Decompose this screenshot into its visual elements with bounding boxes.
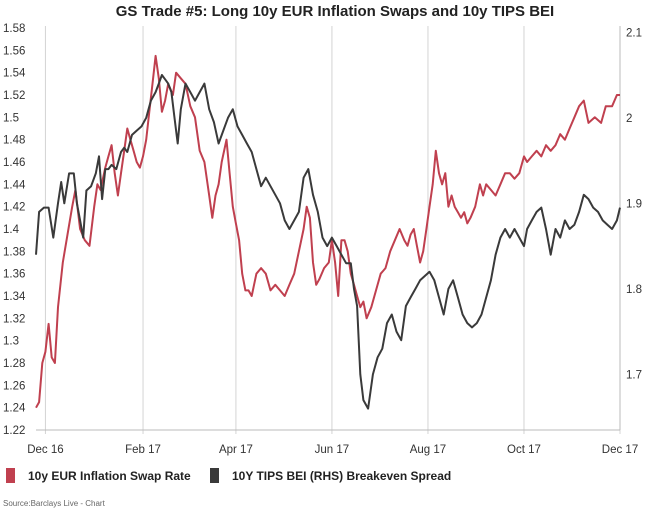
x-tick-label: Jun 17 (315, 444, 350, 456)
x-tick-label: Dec 16 (27, 444, 63, 456)
y-left-tick-label: 1.26 (3, 380, 25, 392)
y-left-tick-label: 1.44 (3, 179, 26, 191)
series-line-eur-swap (35, 54, 620, 409)
x-tick-label: Oct 17 (507, 444, 541, 456)
y-left-tick-label: 1.32 (3, 313, 25, 325)
y-right-tick-label: 2 (626, 113, 632, 125)
legend: 10y EUR Inflation Swap Rate 10Y TIPS BEI… (0, 468, 670, 488)
chart-plot: Dec 16 Feb 17 Apr 17 Jun 17 Aug 17 Oct 17 Dec … (3, 23, 642, 456)
y-left-tick-label: 1.36 (3, 269, 25, 281)
legend-label-tips-bei: 10Y TIPS BEI (RHS) Breakeven Spread (232, 468, 452, 483)
x-tick-label: Feb 17 (125, 444, 161, 456)
y-left-tick-label: 1.5 (3, 112, 19, 124)
x-tick-label: Aug 17 (410, 444, 446, 456)
y-left-tick-label: 1.38 (3, 246, 25, 258)
x-tick-label: Apr 17 (219, 444, 253, 456)
legend-item-eur-swap[interactable]: 10y EUR Inflation Swap Rate (6, 468, 191, 483)
y-right-tick-label: 1.7 (626, 369, 642, 381)
y-left-tick-label: 1.52 (3, 90, 25, 102)
legend-swatch-tips-bei (210, 468, 219, 483)
y-left-tick-label: 1.58 (3, 23, 25, 35)
legend-item-tips-bei[interactable]: 10Y TIPS BEI (RHS) Breakeven Spread (210, 468, 451, 483)
y-left-tick-label: 1.28 (3, 358, 25, 370)
y-right-tick-label: 1.8 (626, 284, 642, 296)
y-right-tick-label: 1.9 (626, 198, 642, 210)
y-left-tick-label: 1.46 (3, 157, 25, 169)
legend-label-eur-swap: 10y EUR Inflation Swap Rate (28, 468, 191, 483)
y-left-tick-label: 1.34 (3, 291, 26, 303)
y-left-tick-label: 1.24 (3, 403, 26, 415)
y-left-tick-label: 1.22 (3, 425, 25, 437)
y-right-tick-label: 2.1 (626, 27, 642, 39)
y-left-tick-label: 1.3 (3, 336, 19, 348)
x-tick-label: Dec 17 (602, 444, 638, 456)
y-left-tick-label: 1.54 (3, 68, 26, 80)
source-note: Source:Barclays Live - Chart (3, 499, 105, 508)
y-left-tick-label: 1.4 (3, 224, 20, 236)
y-left-tick-label: 1.42 (3, 202, 25, 214)
legend-swatch-eur-swap (6, 468, 15, 483)
chart-title: GS Trade #5: Long 10y EUR Inflation Swap… (115, 3, 555, 20)
series-line-tips-bei (35, 74, 621, 410)
y-left-tick-label: 1.56 (3, 45, 25, 57)
y-left-tick-label: 1.48 (3, 135, 25, 147)
